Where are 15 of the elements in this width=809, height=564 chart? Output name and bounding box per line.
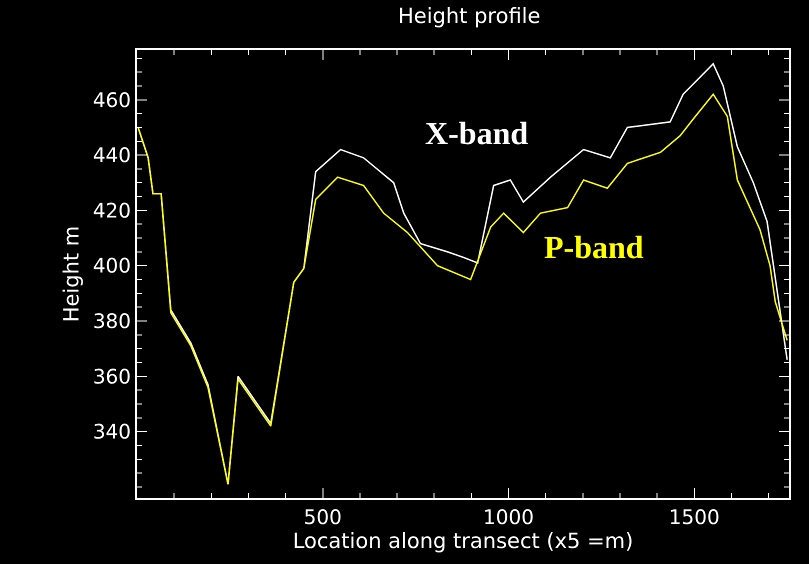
chart-title: Height profile [398, 4, 540, 28]
y-tick-label: 340 [92, 420, 131, 444]
series-label: X-band [425, 115, 528, 151]
series-label: P-band [544, 229, 644, 265]
y-tick-label: 420 [92, 198, 131, 222]
y-tick-label: 380 [92, 309, 131, 334]
x-tick-label: 1000 [483, 505, 534, 529]
y-tick-label: 460 [92, 88, 131, 112]
y-tick-label: 440 [92, 143, 131, 168]
x-tick-label: 500 [304, 505, 342, 529]
y-tick-label: 360 [92, 364, 131, 388]
y-tick-label: 400 [92, 254, 131, 278]
x-axis-title: Location along transect (x5 =m) [292, 529, 634, 553]
x-tick-label: 1500 [668, 505, 720, 529]
y-axis-title: Height m [59, 226, 84, 322]
